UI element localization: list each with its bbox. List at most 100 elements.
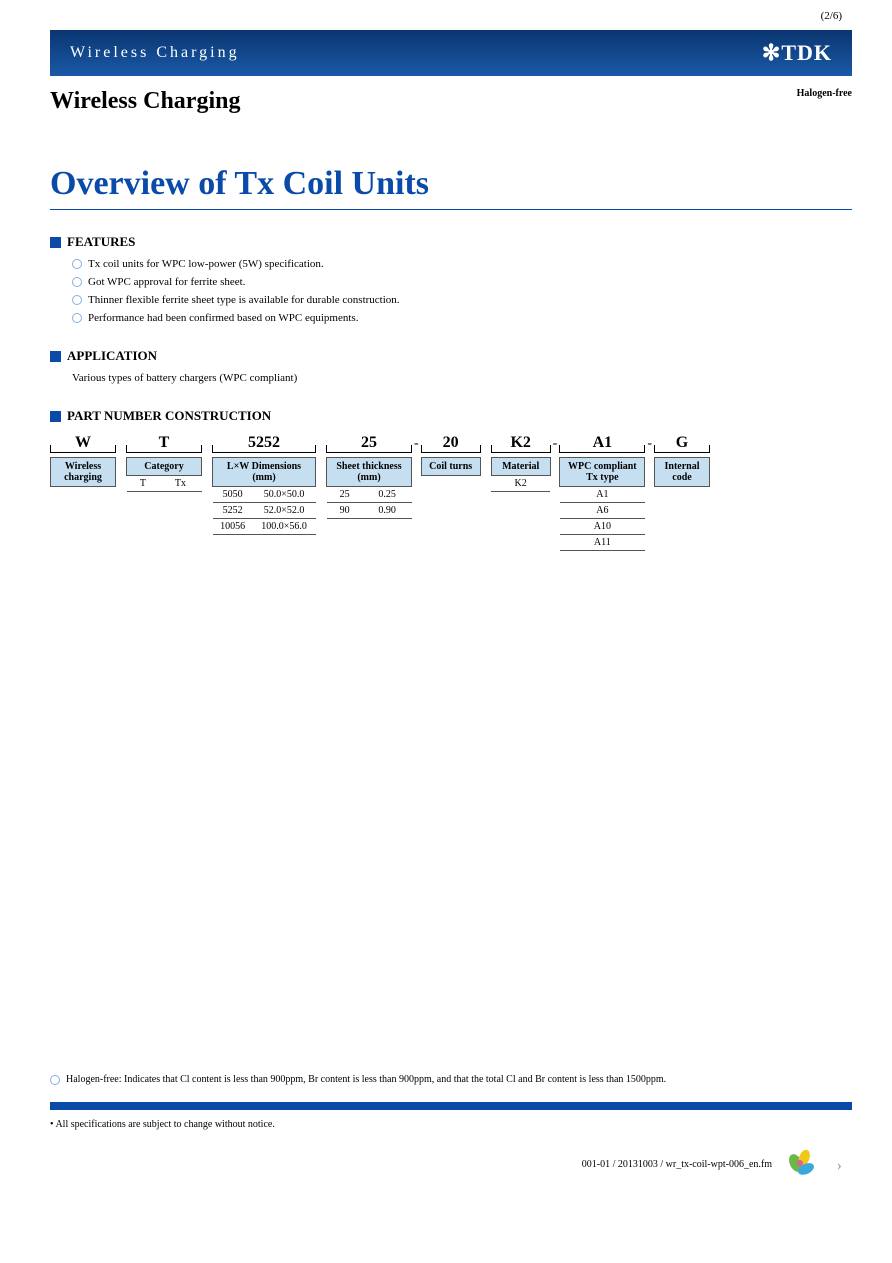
part-code: 20 — [422, 434, 480, 453]
square-bullet-icon — [50, 411, 61, 422]
table-cell: Tx — [159, 476, 201, 492]
page-title: Wireless Charging — [50, 88, 240, 115]
table-cell: 25 — [327, 487, 363, 503]
feature-item: Performance had been confirmed based on … — [72, 312, 852, 324]
table-cell: 90 — [327, 503, 363, 519]
feature-text: Got WPC approval for ferrite sheet. — [88, 276, 245, 288]
part-number-table: Wireless charging — [50, 457, 116, 487]
part-number-table: WPC compliant Tx typeA1A6A10A11 — [559, 457, 645, 551]
features-heading: FEATURES — [67, 234, 135, 250]
spec-change-note: • All specifications are subject to chan… — [50, 1119, 275, 1130]
part-code: 5252 — [213, 434, 315, 453]
part-number-group: 25Sheet thickness (mm)250.25900.90 — [326, 434, 412, 519]
table-header: WPC compliant Tx type — [560, 458, 645, 487]
part-number-group: 5252L×W Dimensions (mm)505050.0×50.05252… — [212, 434, 316, 535]
table-row: A1 — [560, 487, 645, 503]
table-cell: 5252 — [213, 503, 253, 519]
table-header: Internal code — [655, 458, 710, 487]
table-cell: 5050 — [213, 487, 253, 503]
part-code: K2 — [492, 434, 550, 453]
table-row: 250.25 — [327, 487, 412, 503]
table-cell: A10 — [560, 519, 645, 535]
page-number: (2/6) — [821, 10, 842, 22]
table-header: Category — [127, 458, 202, 476]
application-heading: APPLICATION — [67, 348, 157, 364]
circle-bullet-icon — [72, 277, 82, 287]
part-number-table: L×W Dimensions (mm)505050.0×50.0525252.0… — [212, 457, 316, 535]
part-number-dash: - — [414, 434, 419, 452]
features-section: FEATURES Tx coil units for WPC low-power… — [50, 234, 852, 324]
application-text: Various types of battery chargers (WPC c… — [72, 372, 852, 384]
square-bullet-icon — [50, 237, 61, 248]
table-cell: A11 — [560, 535, 645, 551]
table-row: TTx — [127, 476, 202, 492]
circle-bullet-icon — [72, 313, 82, 323]
table-row: A11 — [560, 535, 645, 551]
table-cell: A1 — [560, 487, 645, 503]
table-header: Coil turns — [421, 458, 480, 476]
table-row: A10 — [560, 519, 645, 535]
main-title: Overview of Tx Coil Units — [50, 165, 852, 210]
footer-divider-bar — [50, 1102, 852, 1110]
application-section: APPLICATION Various types of battery cha… — [50, 348, 852, 384]
part-code: T — [127, 434, 201, 453]
table-cell: 50.0×50.0 — [253, 487, 316, 503]
table-cell: 0.25 — [363, 487, 412, 503]
table-header: Sheet thickness (mm) — [327, 458, 412, 487]
table-cell: 0.90 — [363, 503, 412, 519]
part-number-group: W Wireless charging — [50, 434, 116, 487]
feature-text: Thinner flexible ferrite sheet type is a… — [88, 294, 400, 306]
feature-text: Tx coil units for WPC low-power (5W) spe… — [88, 258, 324, 270]
feature-text: Performance had been confirmed based on … — [88, 312, 358, 324]
header-breadcrumb: Wireless Charging — [70, 44, 240, 62]
feature-item: Got WPC approval for ferrite sheet. — [72, 276, 852, 288]
table-row: 900.90 — [327, 503, 412, 519]
next-page-button[interactable]: › — [837, 1157, 842, 1175]
part-number-table: CategoryTTx — [126, 457, 202, 492]
part-number-group: TCategoryTTx — [126, 434, 202, 492]
table-row: 10056100.0×56.0 — [213, 519, 316, 535]
part-number-table: Coil turns — [421, 457, 481, 476]
table-header: Material — [491, 458, 550, 476]
part-code: A1 — [560, 434, 644, 453]
part-number-table: Internal code — [654, 457, 710, 487]
part-number-group: G Internal code — [654, 434, 710, 487]
table-row: K2 — [491, 476, 550, 492]
feature-item: Thinner flexible ferrite sheet type is a… — [72, 294, 852, 306]
part-number-table: Sheet thickness (mm)250.25900.90 — [326, 457, 412, 519]
table-header: L×W Dimensions (mm) — [213, 458, 316, 487]
part-number-group: A1WPC compliant Tx typeA1A6A10A11 — [559, 434, 645, 551]
partnum-heading: PART NUMBER CONSTRUCTION — [67, 408, 271, 424]
feature-item: Tx coil units for WPC low-power (5W) spe… — [72, 258, 852, 270]
circle-bullet-icon — [72, 259, 82, 269]
page-header-bar: Wireless Charging ✻TDK — [50, 30, 852, 76]
document-id: 001-01 / 20131003 / wr_tx-coil-wpt-006_e… — [582, 1159, 772, 1170]
table-cell: 100.0×56.0 — [253, 519, 316, 535]
part-number-group: K2MaterialK2 — [491, 434, 551, 492]
halogen-footnote: Halogen-free: Indicates that Cl content … — [50, 1074, 852, 1085]
flower-logo-icon — [783, 1146, 817, 1185]
part-code: W — [51, 434, 115, 453]
circle-bullet-icon — [72, 295, 82, 305]
part-number-table: MaterialK2 — [491, 457, 551, 492]
table-cell: A6 — [560, 503, 645, 519]
table-row: A6 — [560, 503, 645, 519]
part-number-section: PART NUMBER CONSTRUCTION W Wireless charg… — [50, 408, 852, 551]
table-cell: K2 — [491, 476, 550, 492]
table-cell: T — [127, 476, 160, 492]
table-header: Wireless charging — [51, 458, 116, 487]
table-cell: 52.0×52.0 — [253, 503, 316, 519]
halogen-free-badge: Halogen-free — [797, 88, 852, 99]
viewer-toolbar: › — [783, 1146, 842, 1185]
part-code: 25 — [327, 434, 411, 453]
part-number-group: 20 Coil turns — [421, 434, 481, 476]
table-row: 525252.0×52.0 — [213, 503, 316, 519]
table-cell: 10056 — [213, 519, 253, 535]
square-bullet-icon — [50, 351, 61, 362]
tdk-logo: ✻TDK — [762, 40, 832, 66]
part-number-dash: - — [647, 434, 652, 452]
table-row: 505050.0×50.0 — [213, 487, 316, 503]
part-code: G — [655, 434, 709, 453]
circle-bullet-icon — [50, 1075, 60, 1085]
part-number-dash: - — [553, 434, 558, 452]
